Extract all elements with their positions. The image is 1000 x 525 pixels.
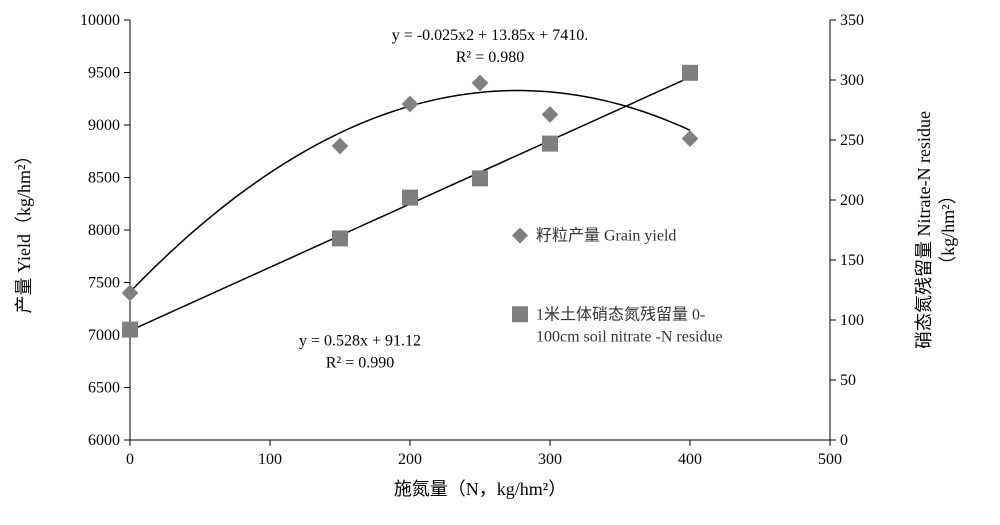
yield-marker bbox=[512, 228, 528, 244]
x-tick-label: 400 bbox=[678, 451, 702, 468]
x-tick-label: 100 bbox=[258, 451, 282, 468]
linear-r2-text: R² = 0.990 bbox=[326, 355, 395, 372]
yield-marker bbox=[542, 106, 559, 123]
y-left-tick-label: 9000 bbox=[88, 117, 120, 134]
nitrate-marker bbox=[682, 65, 698, 81]
x-tick-label: 0 bbox=[126, 451, 134, 468]
nitrate-marker bbox=[332, 230, 348, 246]
y-right-tick-label: 200 bbox=[840, 192, 864, 209]
y-left-axis-label: 产量 Yield（kg/hm²） bbox=[14, 147, 34, 314]
y-right-tick-label: 350 bbox=[840, 12, 864, 29]
y-right-axis-label: 硝态氮残留量 Nitrate-N residue（kg/hm²） bbox=[914, 111, 958, 349]
y-left-tick-label: 6500 bbox=[88, 380, 120, 397]
yield-marker bbox=[332, 138, 349, 155]
y-left-tick-label: 7500 bbox=[88, 275, 120, 292]
legend-nitrate-marker bbox=[512, 306, 528, 322]
y-left-tick-label: 9500 bbox=[88, 65, 120, 82]
yield-marker bbox=[122, 285, 139, 302]
yield-marker bbox=[402, 96, 419, 113]
nitrate-marker bbox=[402, 190, 418, 206]
svg-text:（kg/hm²）: （kg/hm²） bbox=[938, 186, 958, 273]
chart-container: 0100200300400500施氮量（N，kg/hm²）60006500700… bbox=[0, 0, 1000, 525]
y-right-tick-label: 250 bbox=[840, 132, 864, 149]
legend-nitrate-label-1: 1米土体硝态氮残留量 0- bbox=[536, 305, 705, 323]
y-right-tick-label: 0 bbox=[840, 432, 848, 449]
y-left-tick-label: 7000 bbox=[88, 327, 120, 344]
nitrate-marker bbox=[472, 170, 488, 186]
y-left-tick-label: 8500 bbox=[88, 170, 120, 187]
x-tick-label: 300 bbox=[538, 451, 562, 468]
y-left-tick-label: 6000 bbox=[88, 432, 120, 449]
chart-svg: 0100200300400500施氮量（N，kg/hm²）60006500700… bbox=[0, 0, 1000, 525]
y-right-tick-label: 50 bbox=[840, 372, 856, 389]
x-tick-label: 200 bbox=[398, 451, 422, 468]
y-right-tick-label: 150 bbox=[840, 252, 864, 269]
y-left-tick-label: 10000 bbox=[80, 12, 120, 29]
legend-nitrate-label-2: 100cm soil nitrate -N residue bbox=[536, 328, 723, 345]
yield-marker bbox=[682, 130, 699, 147]
yield-marker bbox=[472, 75, 489, 92]
quadratic-equation-text: y = -0.025x2 + 13.85x + 7410. bbox=[392, 27, 588, 44]
y-left-tick-label: 8000 bbox=[88, 222, 120, 239]
linear-equation-text: y = 0.528x + 91.12 bbox=[299, 333, 421, 350]
quadratic-r2-text: R² = 0.980 bbox=[456, 49, 525, 66]
svg-text:硝态氮残留量 Nitrate-N residue: 硝态氮残留量 Nitrate-N residue bbox=[914, 111, 934, 349]
x-tick-label: 500 bbox=[818, 451, 842, 468]
y-right-tick-label: 100 bbox=[840, 312, 864, 329]
x-axis-label: 施氮量（N，kg/hm²） bbox=[394, 479, 566, 499]
legend-yield-label: 籽粒产量 Grain yield bbox=[536, 227, 676, 245]
nitrate-marker bbox=[542, 136, 558, 152]
y-right-tick-label: 300 bbox=[840, 72, 864, 89]
nitrate-marker bbox=[122, 322, 138, 338]
